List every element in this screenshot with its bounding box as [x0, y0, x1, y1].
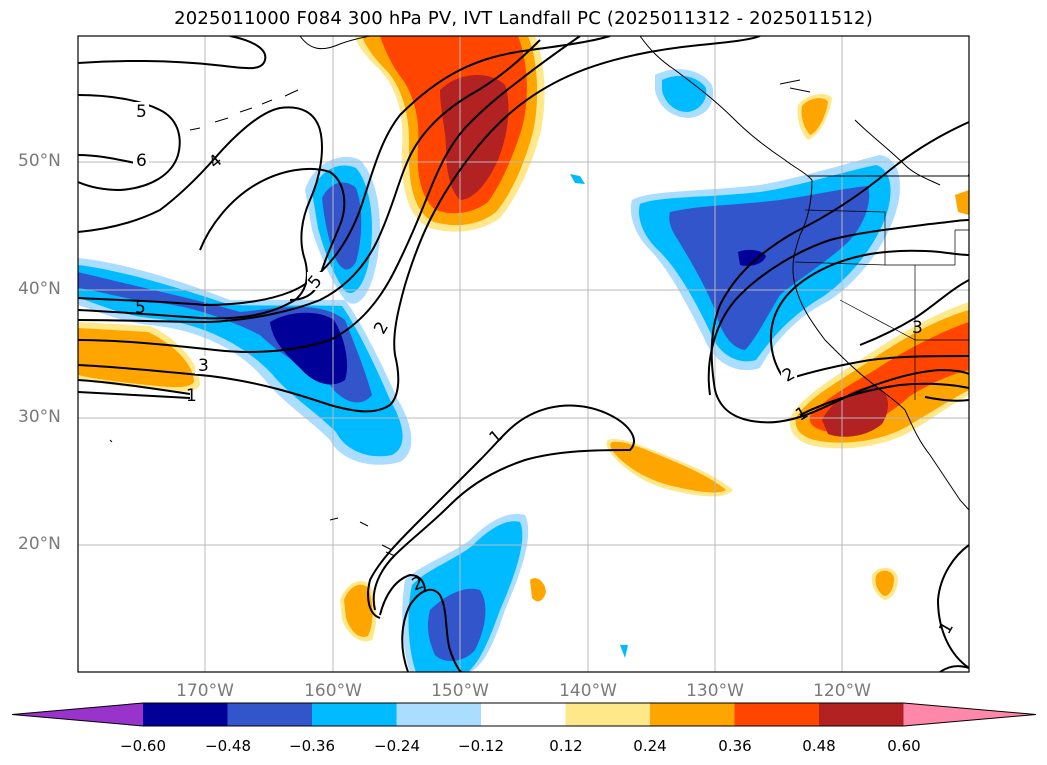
colorbar-segment [396, 703, 482, 726]
contour-label: 6 [136, 151, 147, 171]
colorbar-outline [11, 702, 1037, 727]
lon-label-150w: 150°W [431, 681, 489, 701]
colorbar-tick-label: 0.24 [633, 737, 667, 755]
page-title: 2025011000 F084 300 hPa PV, IVT Landfall… [174, 8, 873, 29]
colorbar-tick-label: −0.48 [205, 737, 251, 755]
colorbar-segment [819, 703, 904, 726]
lon-label-160w: 160°W [304, 681, 362, 701]
contour-label: 5 [135, 298, 146, 318]
lat-label-50n: 50°N [18, 151, 61, 171]
contour-label-bg [195, 356, 211, 374]
colorbar [11, 702, 1037, 727]
colorbar-tick-label: 0.60 [887, 737, 921, 755]
colorbar-tick-label: 0.36 [718, 737, 752, 755]
contour-labels: 5 6 4 5 5 2 3 1 1 2 1 2 3 1 [133, 102, 958, 638]
colorbar-segment [312, 703, 397, 726]
lat-label-20n: 20°N [18, 534, 61, 554]
colorbar-segment [565, 703, 651, 726]
colorbar-segment [227, 703, 313, 726]
colorbar-tick-label: −0.12 [458, 737, 504, 755]
colorbar-tick-label: 0.12 [549, 737, 583, 755]
pv-contours [78, 36, 969, 672]
colorbar-tick-label: 0.48 [802, 737, 836, 755]
contour-label-bg [133, 102, 149, 120]
contour-label-bg [307, 272, 323, 290]
lon-label-140w: 140°W [559, 681, 617, 701]
contour-label-bg [133, 151, 149, 169]
contour-label: 3 [198, 356, 209, 376]
map-frame [77, 35, 970, 673]
lon-label-170w: 170°W [176, 681, 234, 701]
state-borders [794, 209, 969, 400]
contour-label: 1 [186, 386, 197, 406]
colorbar-segment [481, 703, 566, 726]
lon-label-130w: 130°W [686, 681, 744, 701]
colorbar-extend-min [12, 703, 143, 726]
contour-label-bg [781, 365, 797, 383]
colorbar-segment [734, 703, 820, 726]
map-panel: 5 6 4 5 5 2 3 1 1 2 1 2 3 1 [78, 36, 969, 672]
colorbar-extend-max [903, 703, 1036, 726]
colorbar-segment [650, 703, 735, 726]
colorbar-tick-label: −0.24 [374, 737, 420, 755]
contour-label: 3 [912, 318, 923, 338]
colorbar-tick-label: −0.36 [289, 737, 335, 755]
lat-label-40n: 40°N [18, 279, 61, 299]
positive-pc-field [78, 36, 969, 642]
graticule [78, 36, 969, 672]
colorbar-tick-label: −0.60 [120, 737, 166, 755]
lon-label-120w: 120°W [813, 681, 871, 701]
lat-label-30n: 30°N [18, 407, 61, 427]
contour-label: 5 [136, 102, 147, 122]
negative-pc-field [78, 69, 900, 672]
colorbar-segment [143, 703, 228, 726]
